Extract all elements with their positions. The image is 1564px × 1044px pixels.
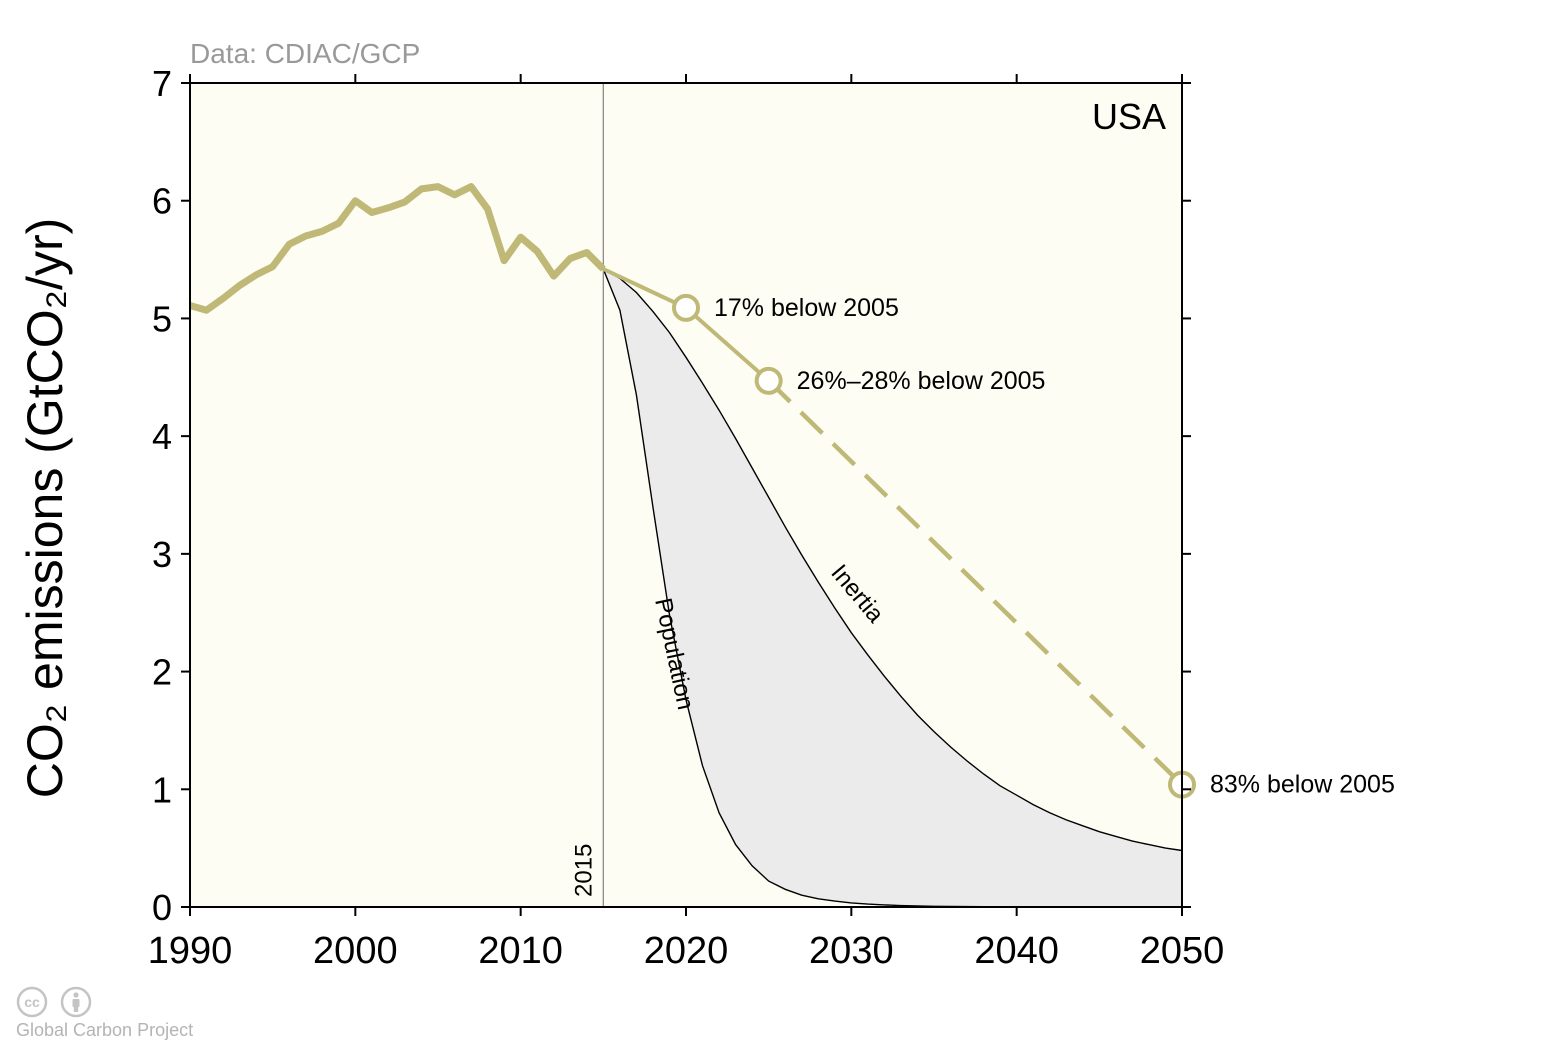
target-marker xyxy=(672,293,700,322)
y-tick-label: 0 xyxy=(152,887,172,928)
y-tick-label: 7 xyxy=(152,63,172,104)
x-tick-label: 2040 xyxy=(974,930,1059,972)
y-tick-label: 3 xyxy=(152,534,172,575)
x-tick-label: 2000 xyxy=(313,930,398,972)
x-tick-label: 2050 xyxy=(1140,930,1225,972)
axes-layer: 1990 2000 2010 2020 2030 2040 2050 0 1 2 3 4 5 6 7 xyxy=(148,63,1225,972)
y-tick-label: 5 xyxy=(152,298,172,339)
x-tick-label: 2030 xyxy=(809,930,894,972)
target-label: 83% below 2005 xyxy=(1210,771,1395,799)
target-marker xyxy=(754,366,783,395)
svg-text:cc: cc xyxy=(24,994,40,1010)
target-label: 26%–28% below 2005 xyxy=(797,367,1046,395)
band-fill xyxy=(603,269,1182,907)
series-layer: 17% below 2005 26%–28% below 2005 83% belo… xyxy=(189,183,1395,799)
license-badges: cc xyxy=(16,986,92,1018)
source-note: Data: CDIAC/GCP xyxy=(190,38,421,69)
x-tick-label: 1990 xyxy=(148,930,233,972)
y-tick-label: 2 xyxy=(152,652,172,693)
y-tick-label: 1 xyxy=(152,769,172,810)
target-label: 17% below 2005 xyxy=(714,294,899,322)
attribution-icon xyxy=(60,986,92,1018)
footer-credit: Global Carbon Project xyxy=(16,1020,194,1040)
cc-icon: cc xyxy=(16,986,48,1018)
x-tick-label: 2010 xyxy=(478,930,563,972)
history-line xyxy=(189,183,606,314)
y-tick-label: 6 xyxy=(152,181,172,222)
region-label: USA xyxy=(1092,96,1166,137)
inertia-curve xyxy=(602,268,1183,852)
y-axis-label: CO₂ emissions (GtCO₂/yr) xyxy=(17,218,73,799)
y-tick-label: 4 xyxy=(152,416,172,457)
x-tick-label: 2020 xyxy=(644,930,729,972)
divider-2015-label: 2015 xyxy=(570,844,597,897)
pledge-dashed-line xyxy=(767,379,1184,787)
